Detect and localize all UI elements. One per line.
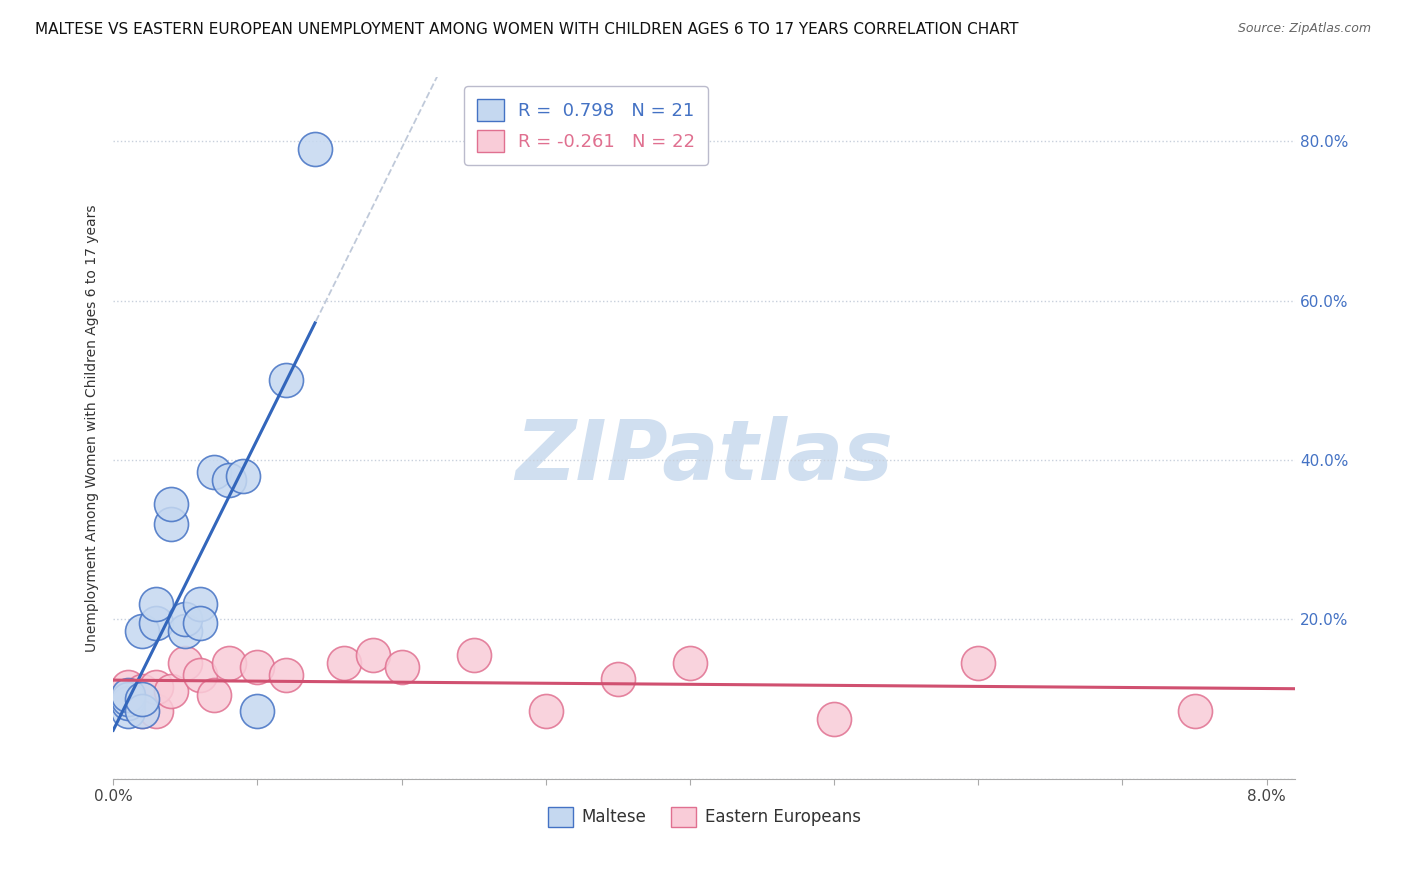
Point (145, 680, 167, 694)
Point (534, 704, 557, 718)
Point (131, 704, 153, 718)
Point (202, 688, 225, 702)
Point (117, 680, 139, 694)
Point (606, 673, 628, 687)
Point (160, 684, 183, 698)
Point (333, 657, 356, 671)
Point (174, 624, 197, 639)
Legend: Maltese, Eastern Europeans: Maltese, Eastern Europeans (541, 800, 868, 834)
Point (276, 668, 298, 682)
Text: Source: ZipAtlas.com: Source: ZipAtlas.com (1237, 22, 1371, 36)
Point (145, 704, 167, 718)
Point (304, 142, 326, 156)
Point (131, 624, 153, 639)
Point (145, 616, 167, 631)
Point (218, 473, 240, 487)
Point (391, 660, 413, 674)
Point (131, 684, 153, 698)
Point (160, 516, 183, 531)
Point (145, 597, 167, 611)
Point (117, 704, 139, 718)
Point (117, 688, 139, 702)
Point (117, 696, 139, 710)
Point (232, 469, 254, 483)
Point (679, 657, 702, 671)
Point (117, 692, 139, 706)
Point (174, 657, 197, 671)
Point (188, 668, 211, 682)
Point (218, 657, 240, 671)
Point (276, 373, 298, 387)
Point (246, 704, 269, 718)
Point (1184, 704, 1206, 718)
Text: ZIPatlas: ZIPatlas (516, 416, 893, 497)
Point (967, 657, 990, 671)
Text: MALTESE VS EASTERN EUROPEAN UNEMPLOYMENT AMONG WOMEN WITH CHILDREN AGES 6 TO 17 : MALTESE VS EASTERN EUROPEAN UNEMPLOYMENT… (35, 22, 1019, 37)
Point (131, 704, 153, 718)
Point (188, 597, 211, 611)
Point (246, 660, 269, 674)
Y-axis label: Unemployment Among Women with Children Ages 6 to 17 years: Unemployment Among Women with Children A… (86, 204, 100, 652)
Point (131, 692, 153, 706)
Point (463, 648, 485, 663)
Point (361, 648, 384, 663)
Point (188, 616, 211, 631)
Point (823, 712, 845, 726)
Point (160, 497, 183, 511)
Point (174, 612, 197, 626)
Point (202, 465, 225, 479)
